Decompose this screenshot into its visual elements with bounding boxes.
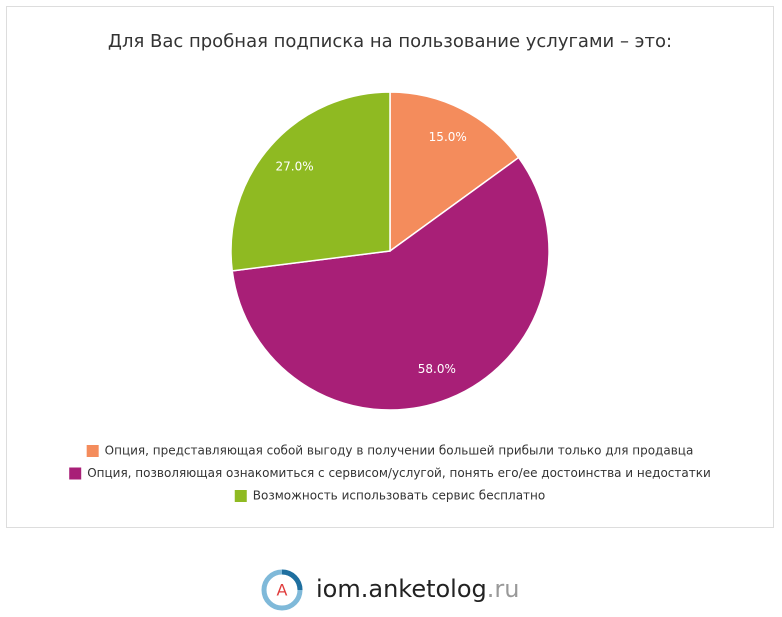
logo-text: iom.anketolog.ru bbox=[316, 575, 519, 603]
pie-slice bbox=[231, 156, 550, 411]
pie-slice bbox=[230, 91, 391, 272]
logo-core bbox=[270, 578, 294, 602]
legend-swatch bbox=[234, 490, 247, 502]
logo-arc bbox=[281, 569, 303, 591]
logo-letter: A bbox=[277, 581, 288, 600]
slice-label: 27.0% bbox=[276, 159, 314, 173]
legend-label: Опция, представляющая собой выгоду в пол… bbox=[105, 444, 694, 458]
chart-title: Для Вас пробная подписка на пользование … bbox=[108, 31, 672, 52]
domain: .ru bbox=[487, 575, 520, 603]
legend-swatch bbox=[69, 467, 82, 480]
legend-label: Опция, позволяющая ознакомиться с сервис… bbox=[87, 466, 711, 480]
logo: A iom.anketolog.ru bbox=[261, 569, 519, 611]
legend-swatch bbox=[86, 445, 99, 457]
legend-label: Возможность использовать сервис бесплатн… bbox=[253, 489, 545, 503]
slice-label: 58.0% bbox=[418, 362, 456, 376]
brand: iom.anketolog bbox=[316, 575, 487, 603]
slice-label: 15.0% bbox=[429, 130, 467, 144]
pie-slice bbox=[389, 91, 520, 253]
